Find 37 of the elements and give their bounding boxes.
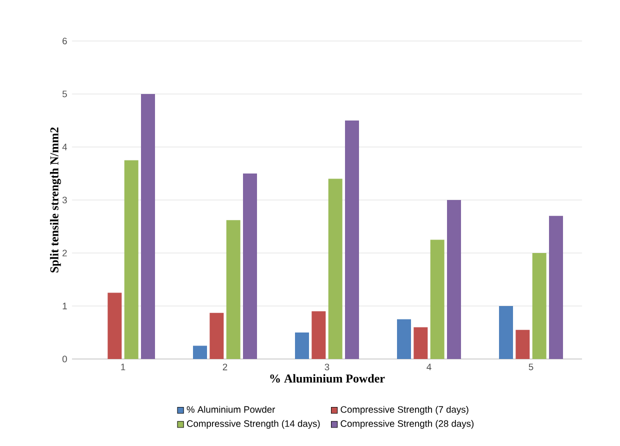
bar [499, 306, 514, 359]
legend-label: Compressive Strength (28 days) [340, 420, 474, 429]
bar [312, 311, 326, 359]
bar [397, 319, 412, 359]
bar [210, 312, 224, 359]
y-tick-label: 4 [62, 144, 68, 150]
bar [516, 330, 530, 359]
x-tick-label: 3 [324, 364, 330, 370]
bar [295, 332, 310, 359]
x-tick-label: 5 [528, 364, 534, 370]
legend-label: Compressive Strength (14 days) [186, 420, 320, 429]
y-tick-label: 3 [62, 196, 67, 204]
y-tick-label: 2 [62, 250, 67, 256]
bar [141, 94, 156, 359]
y-axis-title: Split tensile strength N/mm2 [50, 127, 61, 272]
bar [430, 240, 444, 359]
y-tick-label: 5 [62, 90, 67, 98]
x-axis-title: % Aluminium Powder [270, 374, 385, 383]
bar [124, 160, 138, 359]
bar [226, 220, 240, 359]
x-tick-label: 2 [222, 364, 228, 370]
bar [414, 327, 428, 359]
legend-label: % Aluminium Powder [186, 406, 276, 413]
bar [345, 120, 360, 359]
y-tick-label: 1 [62, 302, 67, 310]
legend-label: Compressive Strength (7 days) [340, 406, 468, 415]
bar [328, 178, 342, 359]
bar [193, 346, 208, 359]
y-tick-label: 0 [62, 356, 67, 362]
bar [532, 253, 546, 359]
x-tick-label: 4 [426, 364, 432, 370]
bar [447, 200, 462, 359]
bar [243, 174, 258, 359]
y-tick-label: 6 [62, 38, 67, 44]
bar [549, 216, 564, 359]
bar [108, 292, 122, 359]
x-tick-label: 1 [121, 364, 126, 370]
